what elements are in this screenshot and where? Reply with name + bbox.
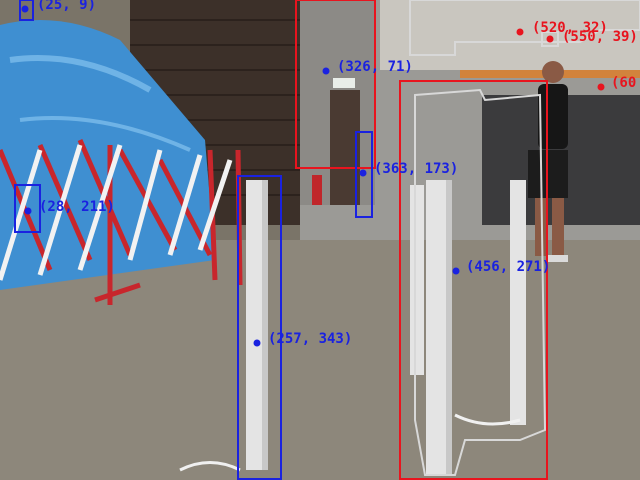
poles xyxy=(246,180,526,475)
point-label: (326, 71) xyxy=(337,59,413,75)
point-label: (28, 211) xyxy=(39,199,115,215)
mask-outline-top xyxy=(409,0,640,56)
red-box-poles xyxy=(399,80,548,480)
red-box-doorway xyxy=(295,0,376,169)
blue-box-barrier xyxy=(14,184,41,233)
ceiling-area xyxy=(380,0,640,70)
mask-outline-poles xyxy=(414,88,547,476)
point-label: (257, 343) xyxy=(268,331,352,347)
fire-extinguisher xyxy=(312,175,322,205)
point-marker xyxy=(452,267,460,275)
point-marker xyxy=(546,35,554,43)
blue-box-pole xyxy=(237,175,282,480)
exit-sign xyxy=(333,78,355,88)
point-label: (60 xyxy=(611,75,636,91)
blue-box-top-left xyxy=(19,0,34,21)
floor xyxy=(0,240,640,480)
point-label: (363, 173) xyxy=(374,161,458,177)
point-marker xyxy=(516,28,524,36)
mask-outline-small xyxy=(541,31,559,47)
point-marker xyxy=(21,5,29,13)
point-label: (550, 39) xyxy=(562,29,638,45)
point-marker xyxy=(253,339,261,347)
point-label: (520, 32) xyxy=(532,20,608,36)
point-marker xyxy=(359,169,367,177)
point-marker xyxy=(24,207,32,215)
barrier-white xyxy=(0,144,233,281)
point-marker xyxy=(322,67,330,75)
point-label: (456, 271) xyxy=(466,259,550,275)
blue-box-door-post xyxy=(355,131,373,218)
point-label: (25, 9) xyxy=(37,0,96,13)
point-marker xyxy=(597,83,605,91)
